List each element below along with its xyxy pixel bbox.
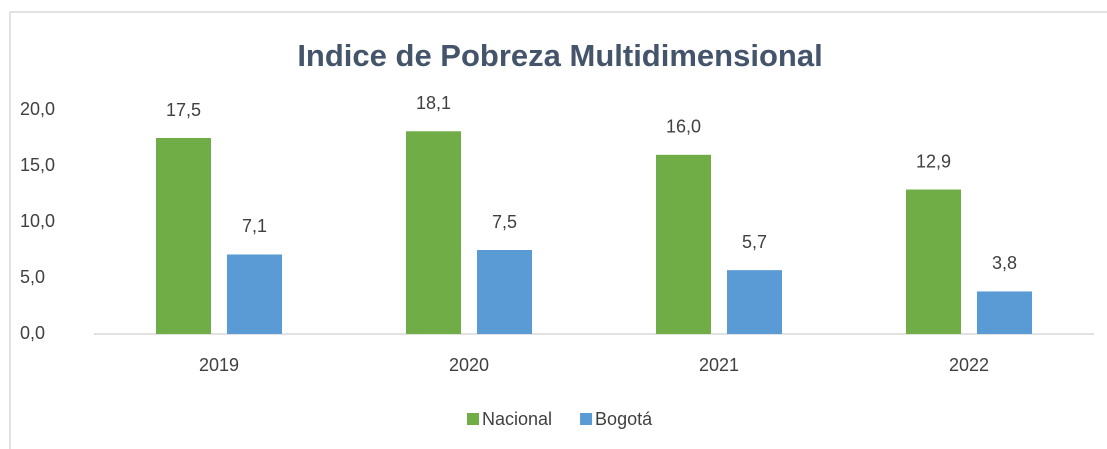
data-label: 7,5 bbox=[492, 212, 517, 232]
bar bbox=[406, 131, 461, 334]
chart-frame bbox=[9, 11, 1107, 449]
y-tick-label: 15,0 bbox=[20, 155, 55, 175]
data-label: 7,1 bbox=[242, 216, 267, 236]
chart-title: Indice de Pobreza Multidimensional bbox=[297, 38, 822, 73]
data-label: 5,7 bbox=[742, 232, 767, 252]
legend-swatch bbox=[467, 413, 479, 425]
bar bbox=[727, 270, 782, 334]
y-tick-label: 20,0 bbox=[20, 99, 55, 119]
data-label: 12,9 bbox=[916, 151, 951, 171]
x-tick-label: 2021 bbox=[699, 355, 739, 375]
bar bbox=[906, 189, 961, 334]
x-tick-label: 2022 bbox=[949, 355, 989, 375]
x-tick-label: 2019 bbox=[199, 355, 239, 375]
data-label: 17,5 bbox=[166, 100, 201, 120]
bar bbox=[656, 154, 711, 334]
legend-label: Nacional bbox=[482, 409, 552, 429]
legend-label: Bogotá bbox=[595, 409, 653, 429]
y-tick-label: 0,0 bbox=[20, 323, 45, 343]
data-label: 3,8 bbox=[992, 253, 1017, 273]
bar bbox=[227, 254, 282, 334]
bar bbox=[156, 138, 211, 334]
legend-swatch bbox=[580, 413, 593, 425]
data-label: 18,1 bbox=[416, 93, 451, 113]
bar bbox=[977, 291, 1032, 334]
x-tick-label: 2020 bbox=[449, 355, 489, 375]
bar bbox=[477, 250, 532, 334]
data-label: 16,0 bbox=[666, 117, 701, 137]
y-tick-label: 5,0 bbox=[20, 267, 45, 287]
y-tick-label: 10,0 bbox=[20, 211, 55, 231]
